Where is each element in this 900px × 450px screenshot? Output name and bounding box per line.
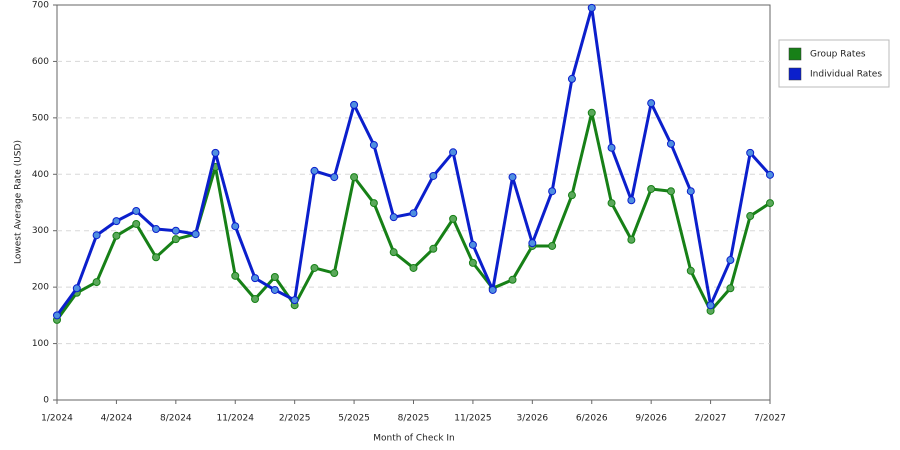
data-point (251, 274, 260, 283)
plot-frame (56, 4, 771, 401)
y-tick-label: 700 (32, 1, 49, 11)
data-point (92, 278, 101, 287)
x-tick-label: 4/2024 (101, 414, 133, 424)
data-point (706, 301, 715, 310)
x-axis-label: Month of Check In (373, 434, 455, 444)
legend-swatch (788, 47, 802, 61)
legend-swatch (788, 67, 802, 81)
data-point (726, 284, 735, 293)
data-point (508, 173, 517, 182)
data-point (369, 199, 378, 208)
data-point (766, 170, 774, 179)
data-point (270, 285, 279, 294)
data-point (607, 199, 616, 208)
y-tick-label: 300 (32, 226, 49, 236)
data-point (112, 217, 121, 226)
data-point (548, 187, 557, 196)
data-point (607, 143, 616, 152)
legend-label: Group Rates (810, 50, 866, 60)
data-point (53, 311, 61, 320)
data-point (686, 266, 695, 275)
data-point (666, 139, 675, 148)
data-point (686, 187, 695, 196)
data-point (587, 3, 596, 12)
data-point (587, 108, 596, 117)
legend-label: Individual Rates (810, 70, 882, 80)
data-point (350, 173, 359, 182)
data-point (766, 199, 774, 208)
data-point (389, 248, 398, 257)
y-tick-label: 500 (32, 113, 49, 123)
data-point (567, 191, 576, 200)
data-point (409, 263, 418, 272)
x-tick-label: 9/2026 (635, 414, 667, 424)
x-tick-label: 8/2025 (398, 414, 430, 424)
data-point (211, 148, 220, 157)
data-point (409, 209, 418, 218)
x-tick-label: 7/2027 (754, 414, 786, 424)
data-point (330, 269, 339, 278)
x-tick-label: 1/2024 (41, 414, 73, 424)
data-point (132, 219, 141, 228)
data-point (92, 231, 101, 240)
data-point (152, 253, 161, 262)
data-point (666, 187, 675, 196)
x-tick-label: 5/2025 (338, 414, 370, 424)
data-point (290, 296, 299, 305)
data-point (72, 284, 81, 293)
data-point (369, 140, 378, 149)
y-tick-label: 400 (32, 170, 49, 180)
data-point (330, 173, 339, 182)
data-point (548, 241, 557, 250)
y-tick-label: 600 (32, 57, 49, 67)
data-point (647, 184, 656, 193)
data-point (528, 239, 537, 248)
data-point (231, 271, 240, 280)
data-point (627, 235, 636, 244)
data-point (310, 263, 319, 272)
data-point (429, 171, 438, 180)
data-point (627, 196, 636, 205)
x-tick-label: 2/2027 (695, 414, 727, 424)
data-point (468, 240, 477, 249)
data-point (746, 148, 755, 157)
data-point (231, 222, 240, 231)
data-point (112, 231, 121, 240)
data-point (468, 258, 477, 267)
x-tick-label: 3/2026 (516, 414, 548, 424)
x-tick-label: 8/2024 (160, 414, 192, 424)
data-point (488, 285, 497, 294)
data-point (449, 214, 458, 223)
x-tick-label: 6/2026 (576, 414, 608, 424)
data-point (152, 225, 161, 234)
x-tick-label: 11/2025 (454, 414, 491, 424)
y-tick-label: 100 (32, 339, 49, 349)
data-point (171, 235, 180, 244)
data-point (647, 99, 656, 108)
data-point (449, 148, 458, 157)
data-point (508, 275, 517, 284)
data-point (350, 100, 359, 109)
y-tick-label: 200 (32, 283, 49, 293)
data-point (270, 272, 279, 281)
y-tick-label: 0 (43, 396, 49, 406)
data-point (132, 206, 141, 215)
data-point (746, 212, 755, 221)
x-tick-label: 2/2025 (279, 414, 311, 424)
data-point (191, 230, 200, 239)
x-tick-label: 11/2024 (217, 414, 255, 424)
y-axis-label: Lowest Average Rate (USD) (14, 140, 24, 264)
data-point (251, 294, 260, 303)
data-point (171, 226, 180, 235)
data-point (310, 166, 319, 175)
data-point (429, 244, 438, 253)
data-point (726, 256, 735, 265)
data-point (389, 213, 398, 222)
data-point (567, 74, 576, 83)
